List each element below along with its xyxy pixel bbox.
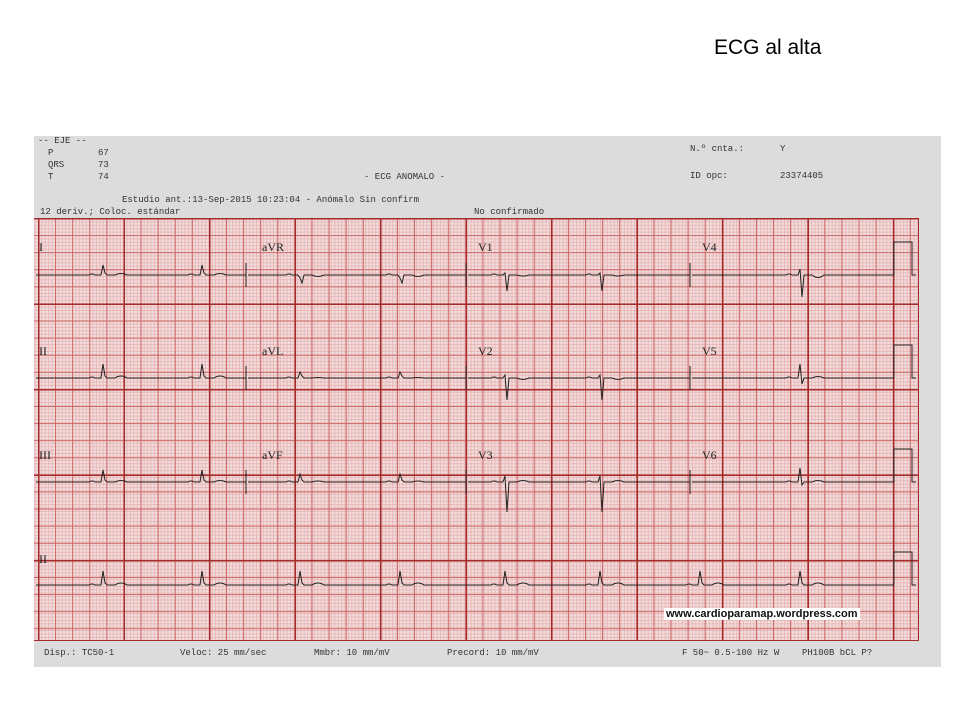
- axis-p-value: 67: [98, 148, 109, 158]
- footer-filter: F 50~ 0.5-100 Hz W: [682, 648, 780, 658]
- trace-V5: [692, 363, 892, 385]
- lead-label-I: I: [39, 240, 43, 254]
- calibration-pulse-2: [892, 344, 916, 379]
- confirmation-status: No confirmado: [474, 207, 545, 217]
- trace-III: [36, 469, 246, 483]
- leads-info: 12 deriv.; Coloc. estándar: [40, 207, 181, 217]
- lead-label-aVR: aVR: [262, 240, 284, 254]
- trace-V2: [468, 373, 690, 401]
- trace-II: [36, 363, 246, 379]
- lead-label-III: III: [39, 448, 51, 462]
- axis-t-label: T: [48, 172, 54, 182]
- lead-label-V4: V4: [702, 240, 717, 254]
- footer-speed: Veloc: 25 mm/sec: [180, 648, 267, 658]
- trace-aVL: [248, 370, 466, 379]
- trace-II-rhythm: [36, 570, 892, 586]
- lead-label-aVL: aVL: [262, 344, 284, 358]
- trace-I: [36, 264, 246, 276]
- ecg-grid: I aVR V1 V4 II aVL V2 V5 III aVF V3 V6 I…: [34, 218, 919, 641]
- lead-label-V2: V2: [478, 344, 493, 358]
- calibration-pulse-1: [892, 241, 916, 276]
- lead-label-V5: V5: [702, 344, 717, 358]
- lead-label-V3: V3: [478, 448, 493, 462]
- operator-label: ID opc:: [690, 171, 728, 181]
- footer-model: PH100B bCL P?: [802, 648, 873, 658]
- axis-p-label: P: [48, 148, 54, 158]
- calibration-pulse-3: [892, 448, 916, 483]
- trace-V4: [692, 268, 892, 298]
- interpretation: - ECG ANOMALO -: [364, 172, 446, 182]
- slide-title: ECG al alta: [714, 36, 822, 59]
- trace-V6: [692, 467, 892, 487]
- lead-label-V1: V1: [478, 240, 493, 254]
- ecg-printout: -- EJE -- P 67 QRS 73 T 74 - ECG ANOMALO…: [34, 136, 941, 667]
- lead-label-II: II: [39, 344, 47, 358]
- lead-label-II-rhythm: II: [39, 552, 47, 566]
- watermark: www.cardioparamap.wordpress.com: [664, 608, 860, 620]
- trace-V3: [468, 475, 690, 513]
- footer-chest-gain: Precord: 10 mm/mV: [447, 648, 539, 658]
- axis-qrs-label: QRS: [48, 160, 65, 170]
- footer-device: Disp.: TC50-1: [44, 648, 115, 658]
- trace-V1: [468, 271, 690, 292]
- ecg-traces: [36, 241, 916, 586]
- previous-study: Estudio ant.:13-Sep-2015 10:23:04 - Anóm…: [122, 195, 420, 205]
- calibration-pulse-4: [892, 551, 916, 586]
- operator-value: 23374405: [780, 171, 824, 181]
- trace-aVR: [248, 273, 466, 285]
- lead-label-aVF: aVF: [262, 448, 283, 462]
- axis-title: -- EJE --: [38, 136, 87, 146]
- lead-label-V6: V6: [702, 448, 717, 462]
- axis-qrs-value: 73: [98, 160, 109, 170]
- axis-t-value: 74: [98, 172, 109, 182]
- trace-aVF: [248, 472, 466, 483]
- account-value: Y: [780, 144, 786, 154]
- account-label: N.º cnta.:: [690, 144, 745, 154]
- footer-limb-gain: Mmbr: 10 mm/mV: [314, 648, 390, 658]
